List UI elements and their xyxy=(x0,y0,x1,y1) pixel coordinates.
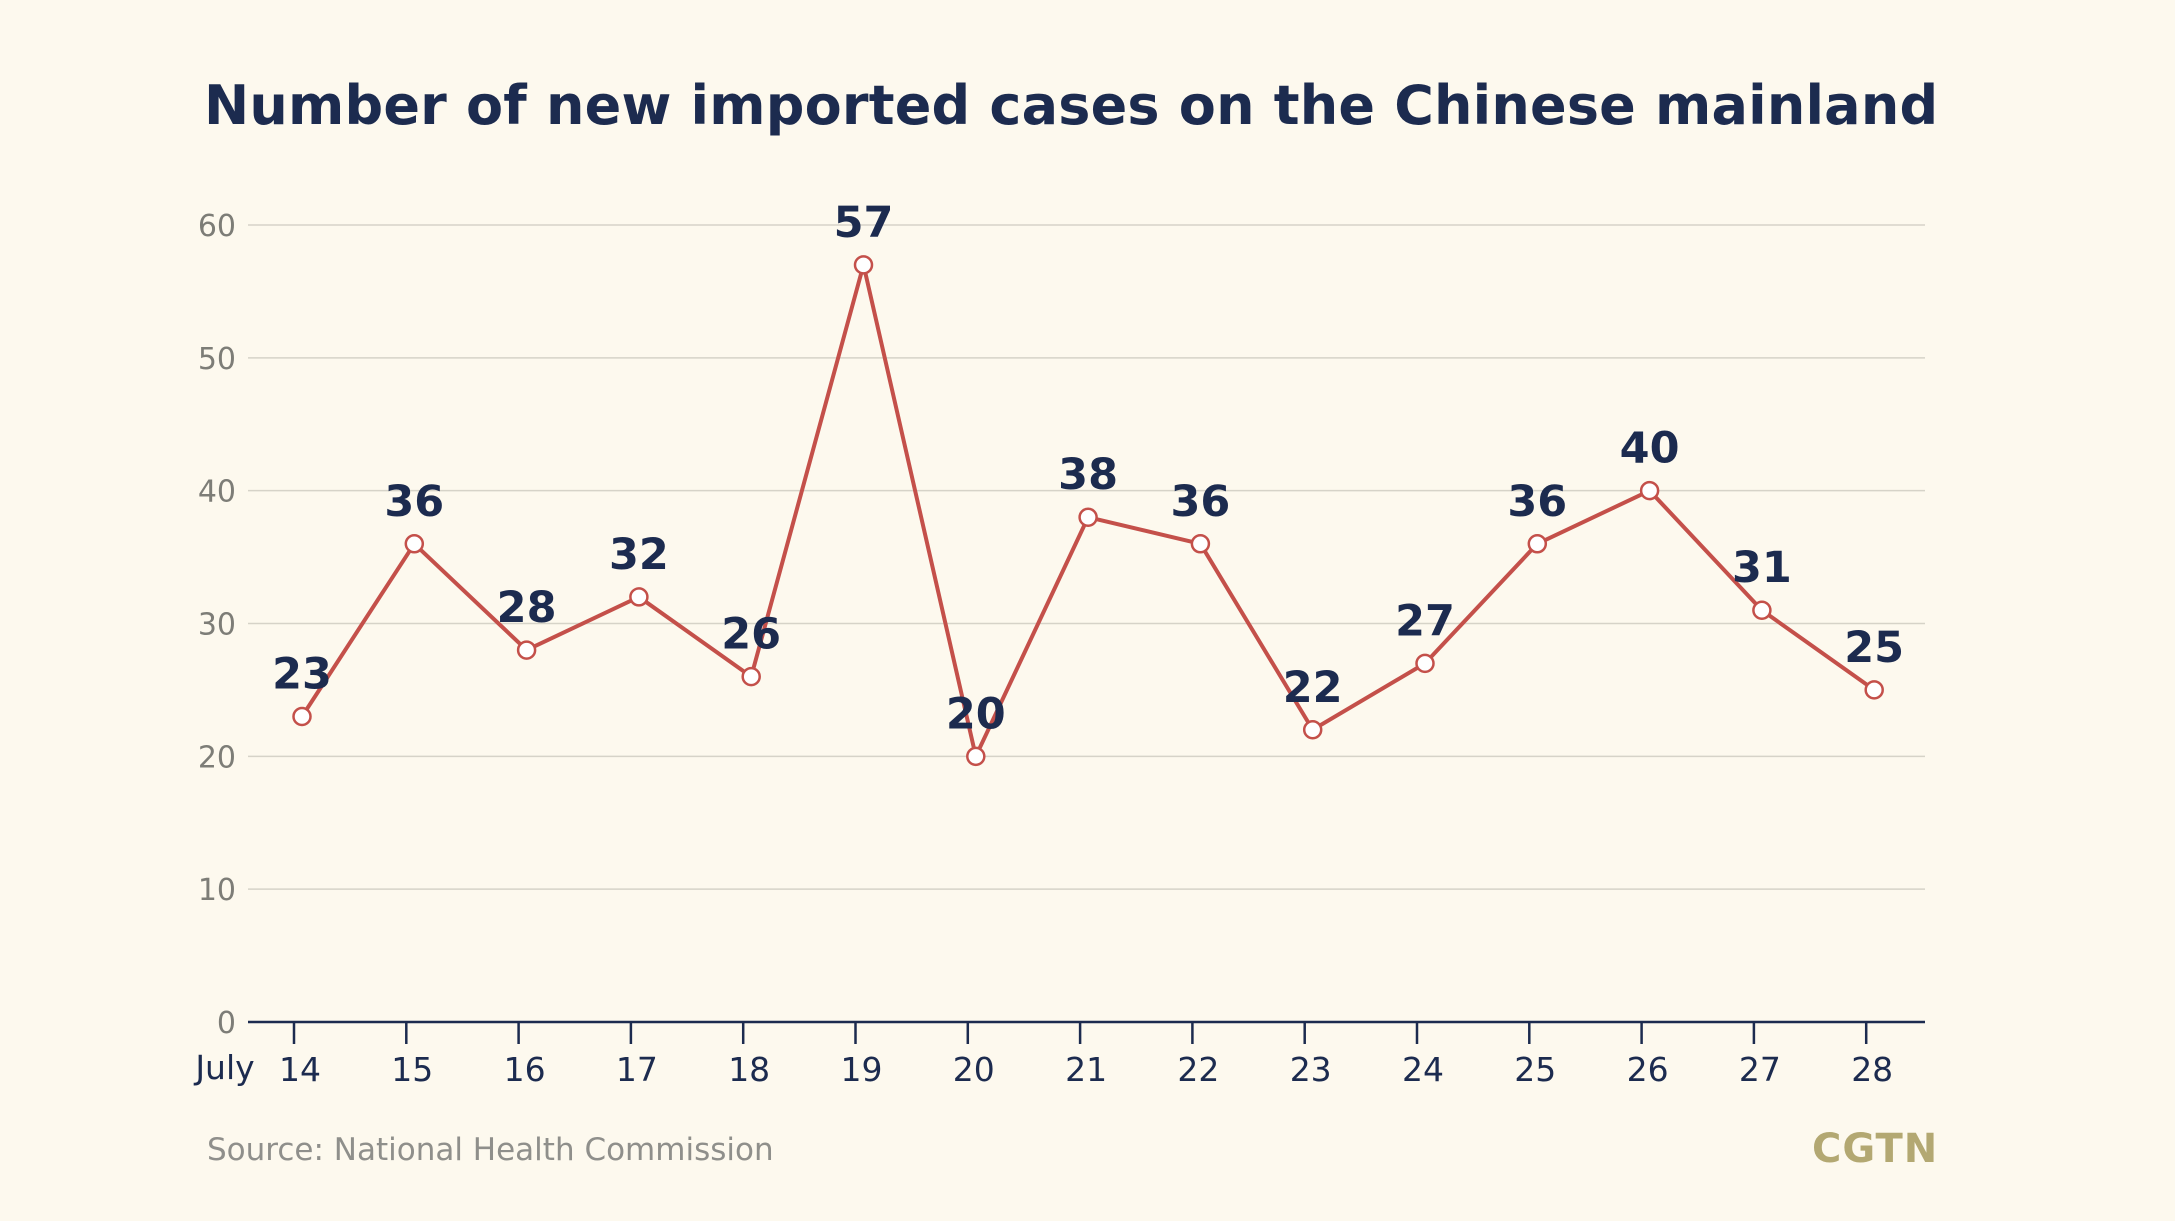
data-label: 38 xyxy=(1058,450,1118,500)
data-point xyxy=(1415,653,1435,674)
x-tick-label: 25 xyxy=(1514,1050,1556,1089)
source-note: Source: National Health Commission xyxy=(207,1132,774,1168)
data-label: 20 xyxy=(946,689,1006,739)
data-point xyxy=(1302,720,1323,740)
data-label: 27 xyxy=(1395,596,1455,646)
gridlines xyxy=(248,224,1925,890)
data-labels: 23 36 28 32 26 57 20 38 36 22 27 36 40 31 25 xyxy=(272,198,1904,739)
y-tick-label: 30 xyxy=(198,608,236,643)
x-tick-label: 26 xyxy=(1627,1050,1669,1089)
x-tick-label: 16 xyxy=(504,1050,546,1089)
data-label: 23 xyxy=(272,649,332,699)
data-point xyxy=(1078,507,1098,527)
y-tick-label: 10 xyxy=(198,873,236,908)
data-point xyxy=(1639,480,1660,501)
x-tick-label: 14 xyxy=(279,1050,321,1089)
x-tick-label: 20 xyxy=(953,1050,995,1089)
data-point xyxy=(516,640,537,660)
data-label: 36 xyxy=(1170,477,1230,527)
data-point xyxy=(741,666,761,687)
x-axis-ticks: 14 15 16 17 18 19 20 21 22 23 24 25 26 27 28 xyxy=(279,1022,1893,1089)
y-axis-ticks: 0 10 20 30 40 50 60 xyxy=(198,209,236,1041)
x-tick-label: 15 xyxy=(391,1050,433,1089)
data-point xyxy=(629,587,649,607)
data-point xyxy=(966,746,986,767)
y-tick-label: 60 xyxy=(198,209,236,244)
x-tick-label: 28 xyxy=(1851,1050,1893,1089)
x-tick-label: 19 xyxy=(841,1050,883,1089)
y-tick-label: 40 xyxy=(198,475,236,510)
data-point xyxy=(404,534,425,554)
data-label: 25 xyxy=(1844,623,1904,673)
chart-title: Number of new imported cases on the Chin… xyxy=(204,74,1939,137)
data-point xyxy=(1190,534,1211,554)
x-tick-label: 21 xyxy=(1065,1050,1107,1089)
data-label: 32 xyxy=(609,530,669,580)
x-tick-label: 17 xyxy=(616,1050,658,1089)
data-label: 36 xyxy=(1507,477,1567,527)
data-point xyxy=(1864,680,1884,700)
data-label: 57 xyxy=(834,198,894,248)
data-label: 22 xyxy=(1283,663,1343,713)
data-point xyxy=(853,255,874,275)
x-tick-label: 27 xyxy=(1739,1050,1781,1089)
x-tick-label: 24 xyxy=(1402,1050,1444,1089)
data-label: 26 xyxy=(721,610,781,660)
data-label: 36 xyxy=(384,477,444,527)
x-axis-label: July xyxy=(193,1048,254,1087)
data-points xyxy=(292,255,1884,767)
data-label: 40 xyxy=(1620,424,1680,474)
data-point xyxy=(292,706,312,727)
data-point xyxy=(1752,600,1772,620)
y-tick-label: 20 xyxy=(198,740,236,775)
data-point xyxy=(1527,534,1548,554)
x-tick-label: 23 xyxy=(1290,1050,1332,1089)
data-label: 28 xyxy=(497,583,557,633)
x-tick-label: 18 xyxy=(728,1050,770,1089)
x-tick-label: 22 xyxy=(1177,1050,1219,1089)
cgtn-logo: CGTN xyxy=(1812,1126,1939,1172)
y-tick-label: 50 xyxy=(198,342,236,377)
data-label: 31 xyxy=(1732,543,1792,593)
y-tick-label: 0 xyxy=(217,1006,236,1041)
